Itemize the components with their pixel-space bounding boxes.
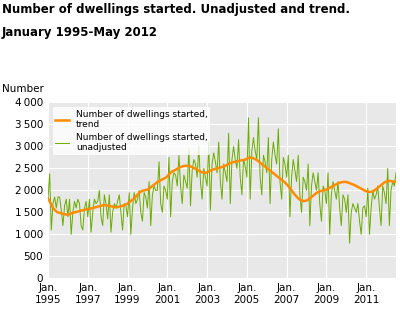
Number of dwellings started,
trend [182, 164, 186, 168]
Text: Number: Number [2, 84, 44, 94]
Number of dwellings started,
unadjusted [288, 215, 292, 219]
Number of dwellings started,
unadjusted [198, 180, 203, 183]
Number of dwellings started,
trend [289, 188, 294, 192]
Number of dwellings started,
unadjusted [148, 224, 153, 228]
Number of dwellings started,
unadjusted [394, 171, 398, 175]
Legend: Number of dwellings started,
trend, Number of dwellings started,
unadjusted: Number of dwellings started, trend, Numb… [52, 107, 210, 155]
Text: Number of dwellings started. Unadjusted and trend.: Number of dwellings started. Unadjusted … [2, 3, 350, 16]
Number of dwellings started,
unadjusted [246, 116, 251, 120]
Number of dwellings started,
unadjusted [180, 202, 185, 205]
Number of dwellings started,
trend [56, 211, 60, 214]
Number of dwellings started,
unadjusted [347, 241, 352, 245]
Number of dwellings started,
trend [248, 156, 252, 159]
Number of dwellings started,
trend [150, 184, 155, 188]
Number of dwellings started,
unadjusted [364, 215, 368, 219]
Number of dwellings started,
unadjusted [46, 196, 50, 200]
Number of dwellings started,
trend [394, 180, 398, 184]
Number of dwellings started,
trend [364, 189, 368, 193]
Number of dwellings started,
trend [46, 196, 50, 200]
Number of dwellings started,
unadjusted [56, 195, 60, 199]
Text: January 1995-May 2012: January 1995-May 2012 [2, 26, 158, 39]
Number of dwellings started,
trend [200, 171, 204, 174]
Line: Number of dwellings started,
unadjusted: Number of dwellings started, unadjusted [48, 118, 396, 243]
Line: Number of dwellings started,
trend: Number of dwellings started, trend [48, 157, 396, 215]
Number of dwellings started,
trend [64, 213, 69, 217]
